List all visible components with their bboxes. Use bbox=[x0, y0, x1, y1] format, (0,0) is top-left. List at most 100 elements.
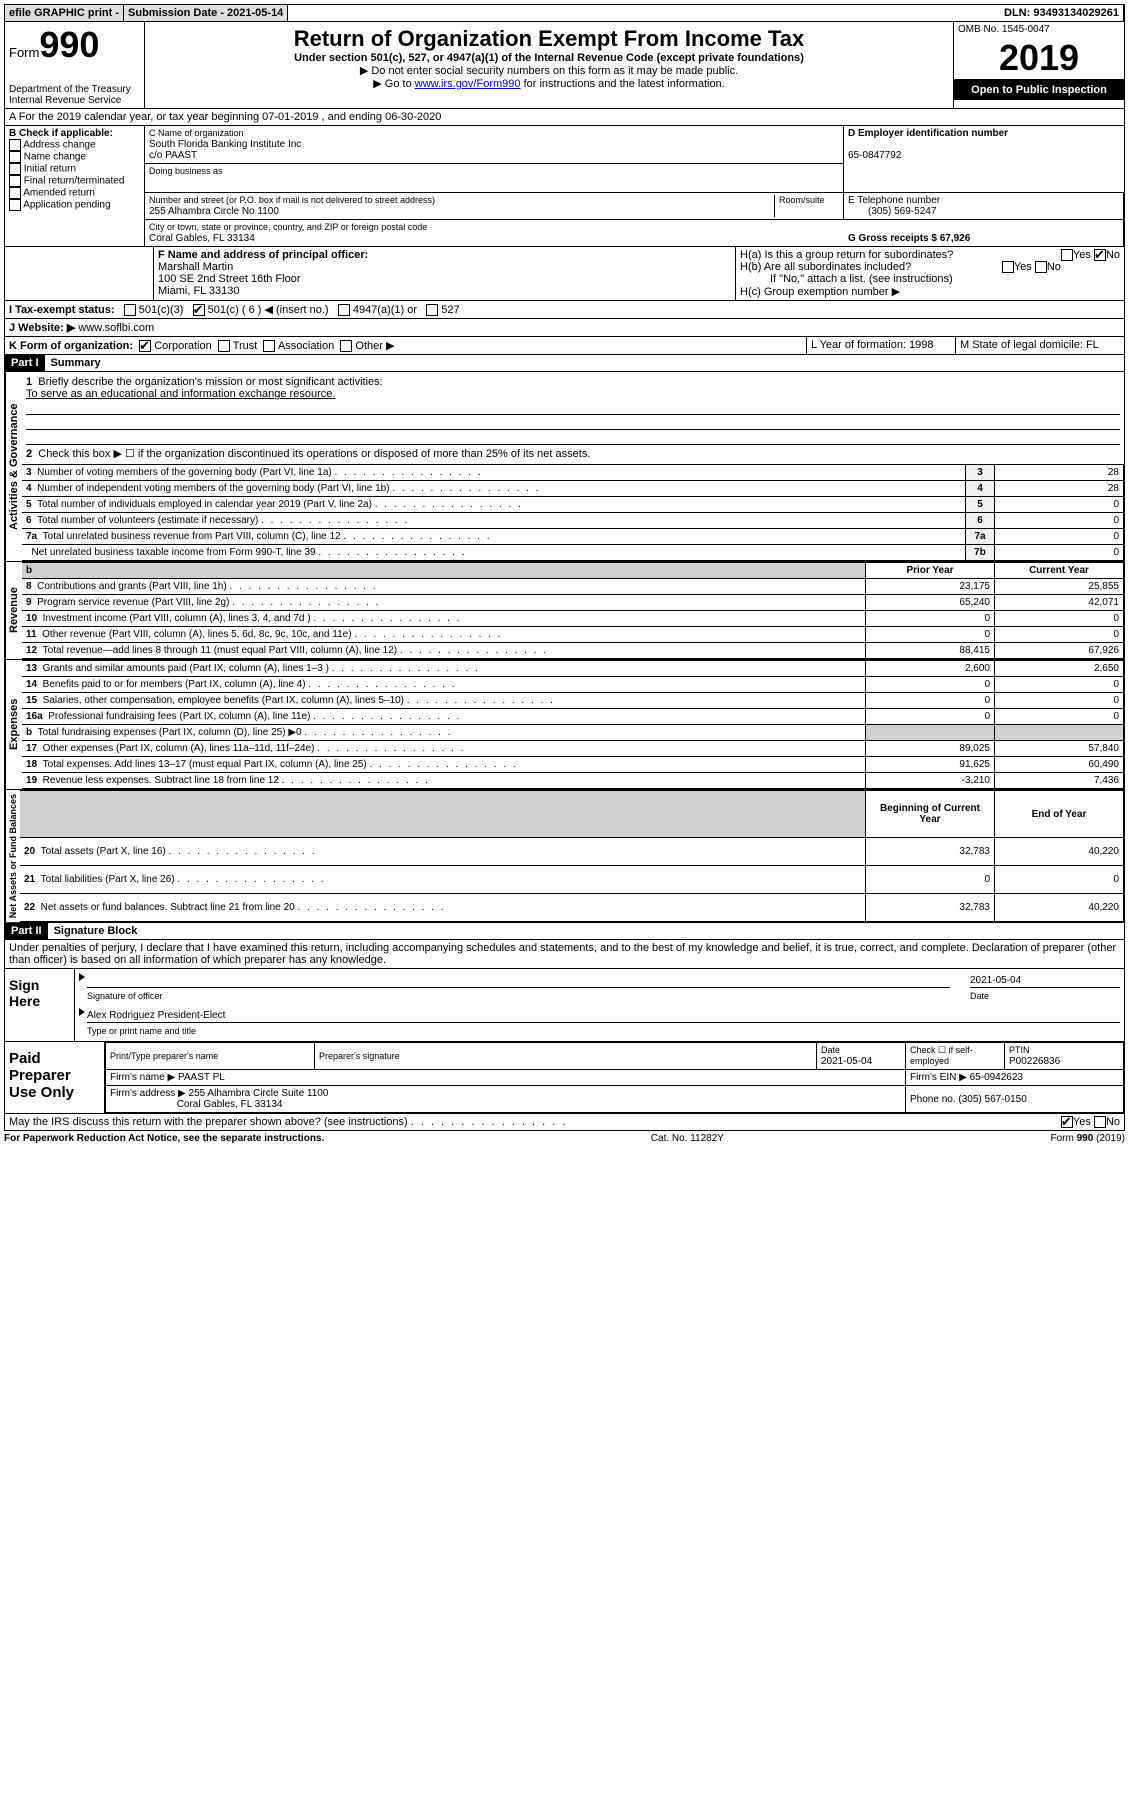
subtitle-2: ▶ Do not enter social security numbers o… bbox=[149, 64, 949, 77]
topbar: efile GRAPHIC print - Submission Date - … bbox=[4, 4, 1125, 22]
box-b: B Check if applicable: Address change Na… bbox=[5, 126, 145, 247]
prep-name-label: Print/Type preparer's name bbox=[110, 1051, 218, 1061]
room-label: Room/suite bbox=[779, 195, 825, 205]
check-address-change[interactable] bbox=[9, 139, 21, 151]
firm-phone: (305) 567-0150 bbox=[958, 1094, 1026, 1105]
submission-date: Submission Date - 2021-05-14 bbox=[124, 5, 288, 21]
inspection-notice: Open to Public Inspection bbox=[954, 80, 1124, 100]
part2-title: Signature Block bbox=[48, 923, 144, 939]
ha-text: H(a) Is this a group return for subordin… bbox=[740, 249, 953, 261]
box-b-label: B Check if applicable: bbox=[9, 128, 113, 139]
sign-block: Sign Here Signature of officer 2021-05-0… bbox=[4, 969, 1125, 1042]
blank-line-1 bbox=[26, 402, 1120, 415]
vtab-revenue: Revenue bbox=[5, 562, 22, 659]
opt-trust: Trust bbox=[233, 340, 258, 352]
box-m: M State of legal domicile: FL bbox=[956, 337, 1124, 354]
box-c-city: City or town, state or province, country… bbox=[145, 220, 844, 247]
check-corp[interactable] bbox=[139, 340, 151, 352]
opt-4947: 4947(a)(1) or bbox=[353, 304, 417, 316]
spacer-left bbox=[5, 247, 154, 300]
box-h: H(a) Is this a group return for subordin… bbox=[736, 247, 1124, 300]
blank-line-2 bbox=[26, 417, 1120, 430]
check-final-return[interactable] bbox=[9, 175, 21, 187]
efile-print-button[interactable]: efile GRAPHIC print - bbox=[5, 5, 124, 21]
box-g: G Gross receipts $ 67,926 bbox=[844, 220, 1124, 247]
box-d-label: D Employer identification number bbox=[848, 128, 1008, 139]
blank-line-3 bbox=[26, 432, 1120, 445]
check-name-change[interactable] bbox=[9, 151, 21, 163]
prep-sig-label: Preparer's signature bbox=[319, 1051, 400, 1061]
firm-addr2: Coral Gables, FL 33134 bbox=[177, 1099, 283, 1110]
arrow-icon-2 bbox=[79, 1008, 85, 1016]
row-f-h: F Name and address of principal officer:… bbox=[4, 247, 1125, 301]
firm-ein-label: Firm's EIN ▶ bbox=[910, 1072, 967, 1083]
part1-body: Activities & Governance 1 Briefly descri… bbox=[4, 372, 1125, 562]
check-other[interactable] bbox=[340, 340, 352, 352]
check-4947[interactable] bbox=[338, 304, 350, 316]
subtitle-1: Under section 501(c), 527, or 4947(a)(1)… bbox=[149, 52, 949, 64]
discuss-row: May the IRS discuss this return with the… bbox=[4, 1114, 1125, 1131]
footer-right: Form 990 (2019) bbox=[1051, 1133, 1125, 1144]
sig-name-label: Type or print name and title bbox=[87, 1026, 196, 1036]
prep-selfemp: Check ☐ if self-employed bbox=[910, 1045, 973, 1066]
expenses-table: 13 Grants and similar amounts paid (Part… bbox=[22, 660, 1124, 789]
instructions-link[interactable]: www.irs.gov/Form990 bbox=[415, 78, 521, 90]
dba-label: Doing business as bbox=[149, 166, 223, 176]
box-e: E Telephone number (305) 569-5247 bbox=[844, 193, 1124, 220]
dept-text: Department of the Treasury Internal Reve… bbox=[9, 84, 140, 106]
check-trust[interactable] bbox=[218, 340, 230, 352]
tax-year: 2019 bbox=[954, 37, 1124, 80]
hb-no[interactable] bbox=[1035, 261, 1047, 273]
opt-other: Other ▶ bbox=[355, 340, 394, 352]
check-initial-return[interactable] bbox=[9, 163, 21, 175]
discuss-no[interactable] bbox=[1094, 1116, 1106, 1128]
box-i-label: I Tax-exempt status: bbox=[9, 304, 115, 316]
check-527[interactable] bbox=[426, 304, 438, 316]
ptin-label: PTIN bbox=[1009, 1045, 1030, 1055]
netassets-section: Net Assets or Fund Balances Beginning of… bbox=[4, 790, 1125, 923]
org-co: c/o PAAST bbox=[149, 150, 197, 161]
prep-date: 2021-05-04 bbox=[821, 1056, 872, 1067]
box-c-label: C Name of organization bbox=[149, 128, 244, 138]
hb-note: If "No," attach a list. (see instruction… bbox=[740, 273, 1120, 285]
city-label: City or town, state or province, country… bbox=[149, 222, 427, 232]
box-c-street: Number and street (or P.O. box if mail i… bbox=[145, 193, 844, 220]
officer-addr2: Miami, FL 33130 bbox=[158, 285, 240, 297]
opt-527: 527 bbox=[441, 304, 459, 316]
perjury-statement: Under penalties of perjury, I declare th… bbox=[5, 940, 1124, 968]
discuss-yes[interactable] bbox=[1061, 1116, 1073, 1128]
check-501c[interactable] bbox=[193, 304, 205, 316]
opt-name-change: Name change bbox=[24, 152, 86, 163]
arrow-icon bbox=[79, 973, 85, 981]
ha-no[interactable] bbox=[1094, 249, 1106, 261]
opt-501c: 501(c) ( 6 ) ◀ (insert no.) bbox=[208, 304, 329, 316]
box-c-name: C Name of organization South Florida Ban… bbox=[145, 126, 844, 193]
year-block: OMB No. 1545-0047 2019 Open to Public In… bbox=[954, 22, 1124, 108]
sig-officer-label: Signature of officer bbox=[87, 991, 162, 1001]
ha-yes[interactable] bbox=[1061, 249, 1073, 261]
firm-phone-label: Phone no. bbox=[910, 1094, 956, 1105]
gross-receipts: G Gross receipts $ 67,926 bbox=[848, 233, 970, 244]
part2-header-row: Part II Signature Block bbox=[4, 923, 1125, 940]
box-f-label: F Name and address of principal officer: bbox=[158, 249, 368, 261]
phone-value: (305) 569-5247 bbox=[848, 206, 936, 217]
part1-badge: Part I bbox=[5, 355, 45, 371]
check-amended-return[interactable] bbox=[9, 187, 21, 199]
check-501c3[interactable] bbox=[124, 304, 136, 316]
firm-addr-label: Firm's address ▶ bbox=[110, 1088, 186, 1099]
check-assoc[interactable] bbox=[263, 340, 275, 352]
vtab-netassets: Net Assets or Fund Balances bbox=[5, 790, 20, 922]
line1-text: To serve as an educational and informati… bbox=[26, 388, 335, 400]
opt-address-change: Address change bbox=[23, 140, 95, 151]
page-footer: For Paperwork Reduction Act Notice, see … bbox=[4, 1131, 1125, 1146]
line2-text: Check this box ▶ ☐ if the organization d… bbox=[38, 448, 590, 460]
vtab-governance: Activities & Governance bbox=[5, 372, 22, 561]
officer-name: Marshall Martin bbox=[158, 261, 233, 273]
street-value: 255 Alhambra Circle No 1100 bbox=[149, 206, 279, 217]
part1-header-row: Part I Summary bbox=[4, 355, 1125, 372]
hb-yes[interactable] bbox=[1002, 261, 1014, 273]
dln: DLN: 93493134029261 bbox=[1000, 5, 1124, 21]
box-e-label: E Telephone number bbox=[848, 195, 940, 206]
discuss-text: May the IRS discuss this return with the… bbox=[9, 1116, 408, 1128]
check-application-pending[interactable] bbox=[9, 199, 21, 211]
